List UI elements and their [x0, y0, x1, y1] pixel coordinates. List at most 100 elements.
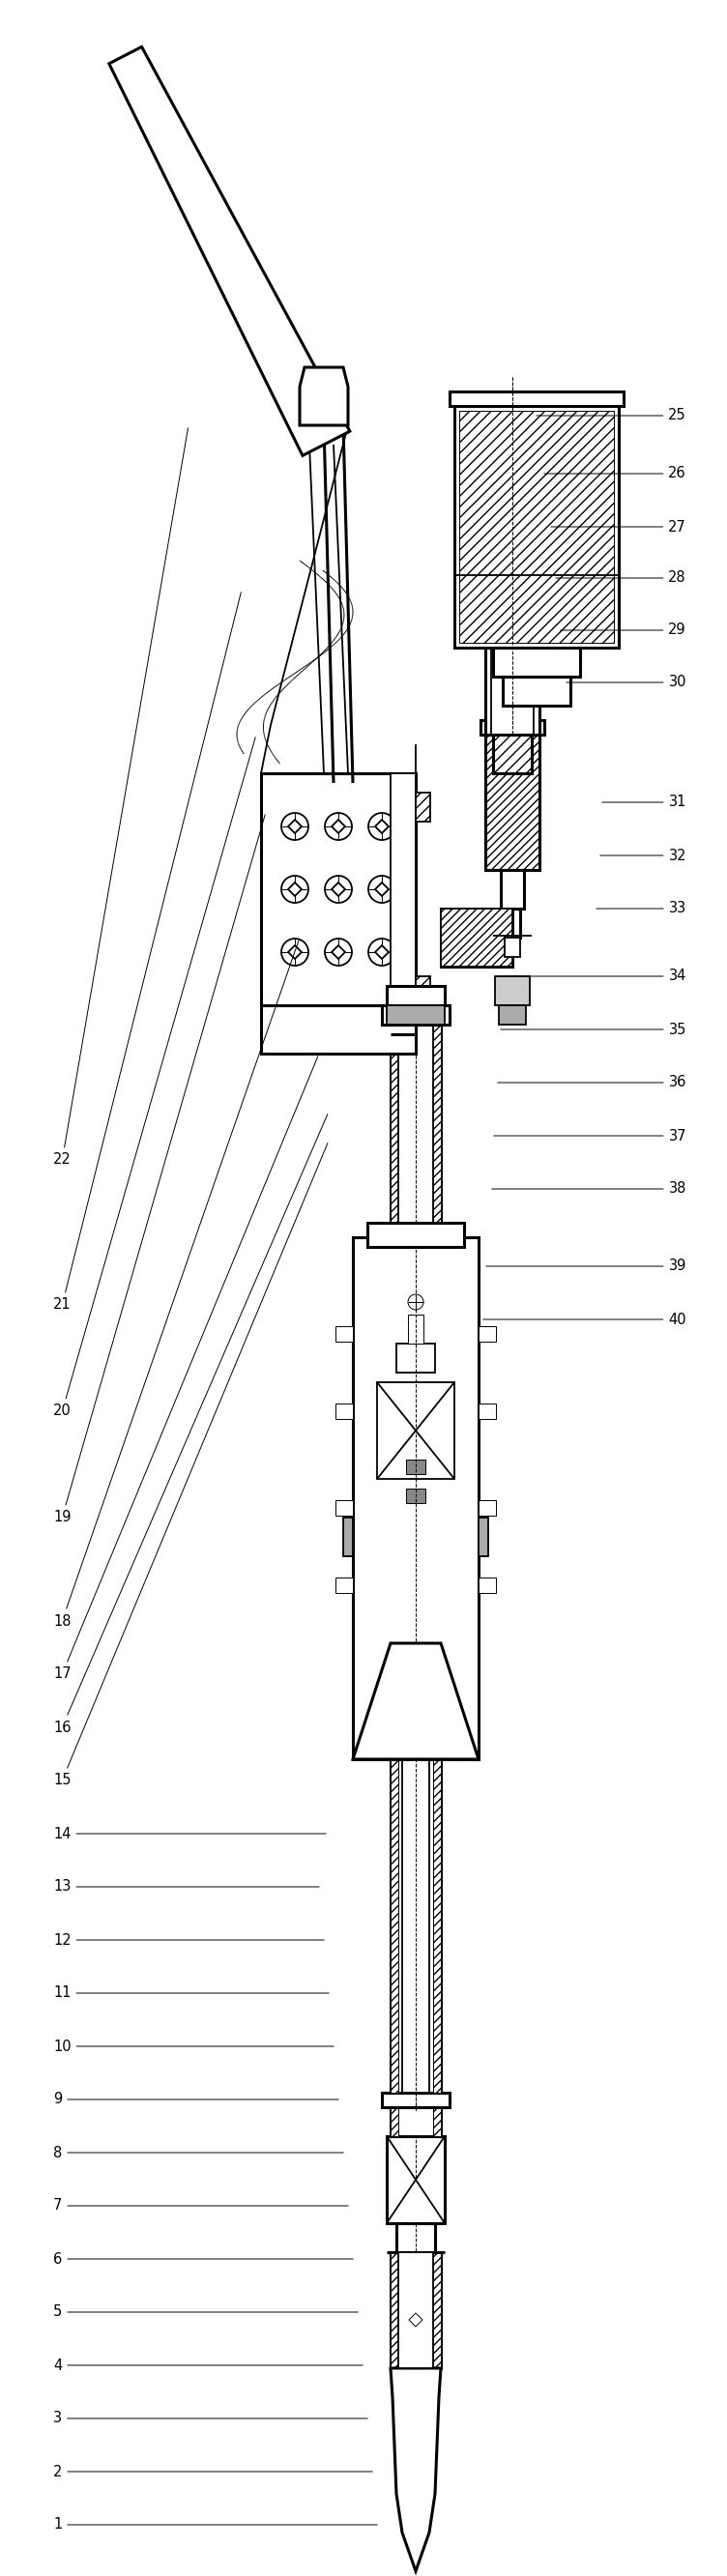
Bar: [478, 1577, 496, 1592]
Text: 16: 16: [53, 1113, 328, 1734]
Text: 39: 39: [486, 1260, 686, 1273]
Bar: [396, 2223, 435, 2251]
Text: 32: 32: [600, 848, 686, 863]
Bar: [416, 976, 430, 1005]
Bar: [478, 1404, 496, 1419]
Circle shape: [281, 938, 308, 966]
Bar: [416, 793, 430, 822]
Text: 6: 6: [53, 2251, 353, 2267]
Text: 5: 5: [53, 2306, 358, 2318]
Text: 12: 12: [53, 1932, 324, 1947]
Circle shape: [281, 876, 308, 902]
Bar: [387, 1229, 445, 1247]
Bar: [505, 938, 520, 956]
Text: 35: 35: [501, 1023, 686, 1036]
Bar: [449, 392, 624, 407]
Polygon shape: [288, 945, 302, 958]
Polygon shape: [300, 368, 348, 425]
Bar: [390, 1643, 441, 2092]
Text: 14: 14: [53, 1826, 326, 1842]
Text: 38: 38: [492, 1182, 686, 1195]
Bar: [387, 1005, 445, 1025]
Text: 3: 3: [53, 2411, 368, 2427]
Bar: [505, 909, 520, 938]
Text: 25: 25: [537, 410, 686, 422]
Bar: [353, 1236, 478, 1759]
Bar: [261, 1005, 416, 1054]
Bar: [433, 2107, 441, 2136]
Circle shape: [325, 876, 352, 902]
Polygon shape: [308, 394, 320, 407]
Circle shape: [325, 938, 352, 966]
Bar: [382, 2092, 449, 2107]
Text: 37: 37: [494, 1128, 686, 1144]
Polygon shape: [353, 1643, 478, 1759]
Bar: [387, 2136, 445, 2223]
Polygon shape: [375, 945, 389, 958]
Bar: [486, 407, 539, 734]
Text: 17: 17: [53, 1056, 318, 1682]
Text: 13: 13: [53, 1880, 319, 1893]
Bar: [406, 1461, 425, 1473]
Bar: [343, 1517, 353, 1556]
Polygon shape: [353, 1643, 398, 1759]
Bar: [495, 976, 530, 1005]
Text: 1: 1: [53, 2517, 377, 2532]
Bar: [491, 407, 534, 734]
Circle shape: [369, 876, 395, 902]
Text: 27: 27: [551, 520, 686, 533]
Bar: [433, 2251, 441, 2367]
Circle shape: [402, 2306, 429, 2334]
Circle shape: [408, 1293, 423, 1309]
Polygon shape: [328, 394, 340, 407]
Text: 7: 7: [53, 2197, 348, 2213]
Bar: [377, 1383, 454, 1479]
Text: 11: 11: [53, 1986, 329, 2002]
Bar: [335, 1404, 353, 1419]
Bar: [478, 1517, 489, 1556]
Text: 34: 34: [505, 969, 686, 984]
Text: 28: 28: [555, 572, 686, 585]
Text: 26: 26: [544, 466, 686, 482]
Text: 30: 30: [566, 675, 686, 690]
Bar: [408, 1314, 423, 1345]
Text: 4: 4: [53, 2357, 363, 2372]
Bar: [433, 1015, 441, 1236]
Bar: [390, 2251, 398, 2367]
Polygon shape: [332, 945, 345, 958]
Bar: [367, 1224, 464, 1247]
Bar: [478, 1499, 496, 1515]
Text: 36: 36: [498, 1074, 686, 1090]
Bar: [390, 2107, 398, 2136]
Polygon shape: [409, 2313, 422, 2326]
Bar: [402, 1643, 429, 2092]
Polygon shape: [109, 46, 350, 456]
Text: 18: 18: [53, 940, 299, 1628]
Text: 20: 20: [53, 737, 255, 1419]
Text: 9: 9: [53, 2092, 339, 2107]
Bar: [499, 1005, 526, 1025]
Polygon shape: [332, 884, 345, 896]
Text: 19: 19: [53, 814, 265, 1525]
Bar: [501, 871, 524, 909]
Bar: [459, 410, 614, 644]
Polygon shape: [288, 884, 302, 896]
Polygon shape: [390, 2367, 441, 2571]
Bar: [387, 987, 445, 1005]
Bar: [502, 677, 571, 706]
Text: 15: 15: [53, 1144, 328, 1788]
Bar: [493, 734, 531, 773]
Bar: [335, 1499, 353, 1515]
Bar: [390, 773, 416, 1005]
Text: 8: 8: [53, 2146, 343, 2159]
Text: 21: 21: [53, 592, 241, 1311]
Bar: [486, 734, 539, 871]
Circle shape: [325, 814, 352, 840]
Bar: [261, 773, 416, 1005]
Polygon shape: [375, 819, 389, 832]
Bar: [396, 1345, 435, 1373]
Circle shape: [369, 938, 395, 966]
Text: 33: 33: [596, 902, 686, 917]
Bar: [481, 721, 545, 734]
Bar: [335, 1577, 353, 1592]
